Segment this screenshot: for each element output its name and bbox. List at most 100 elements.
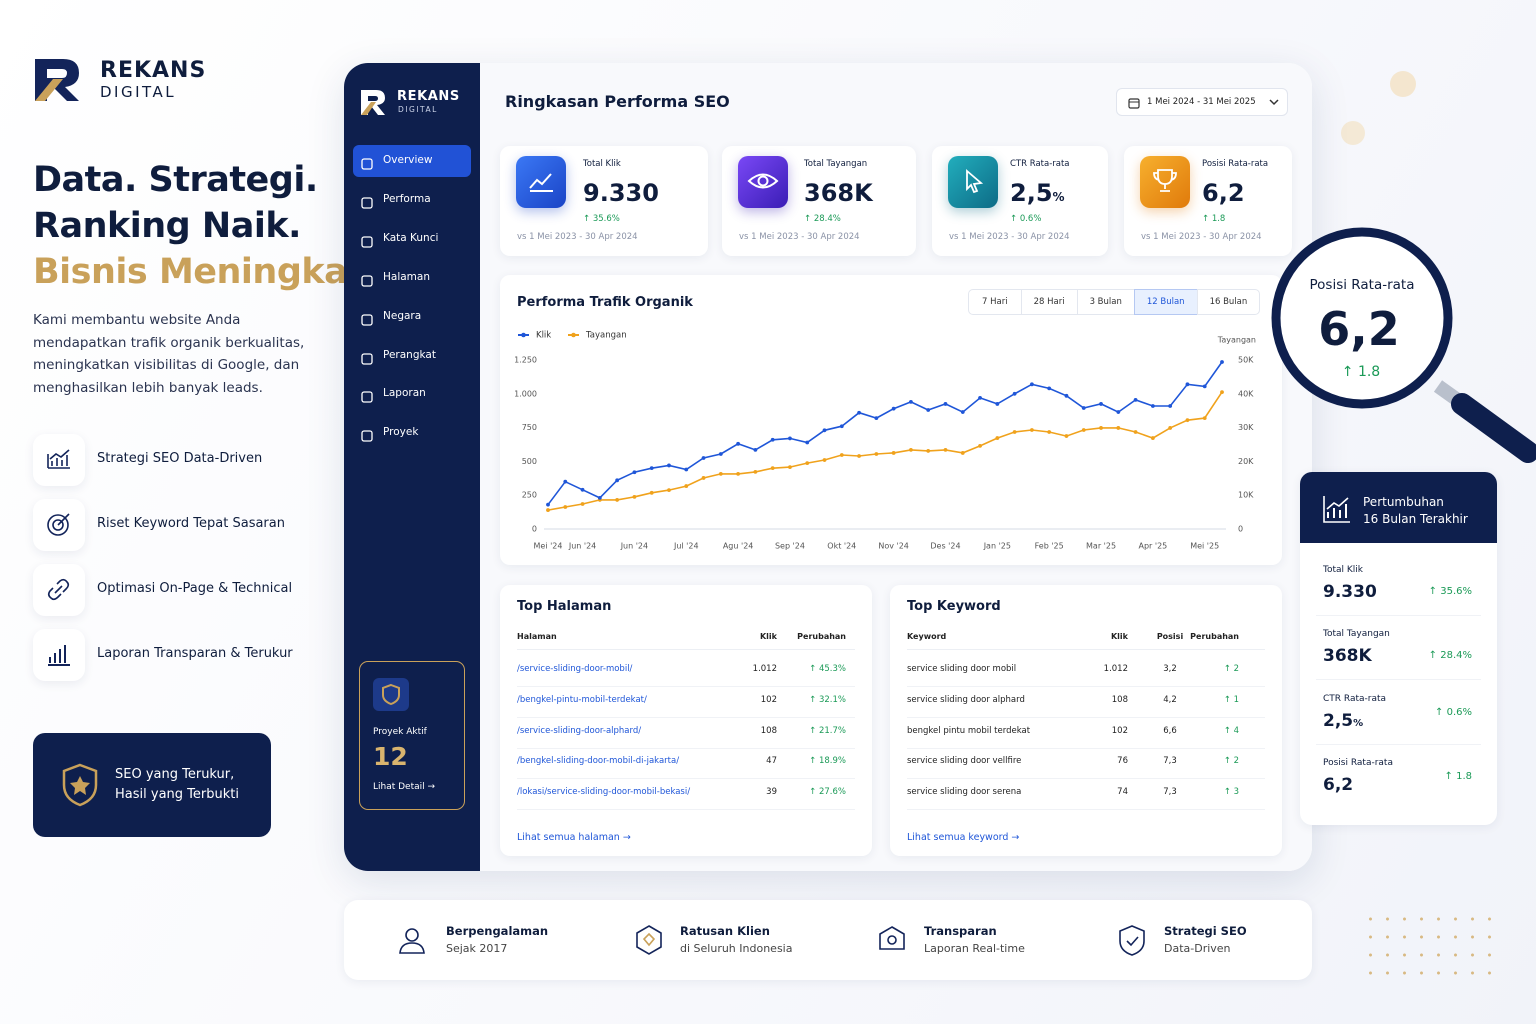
series-point [1185,382,1190,387]
page-link: /lokasi/service-sliding-door-mobil-bekas… [517,787,691,798]
feature-text: Optimasi On-Page & Technical [97,581,293,596]
table-cell: ↑ 18.9% [809,756,846,767]
badge-line: SEO yang Terukur, [115,767,235,782]
table-cell: ↑ 32.1% [809,694,846,705]
menu-item[interactable]: Overview [383,154,433,166]
menu-item[interactable]: Halaman [383,271,430,283]
y-tick-label: 250 [522,491,537,500]
table-cell: 4,2 [1163,694,1177,705]
legend-dot [571,332,576,338]
top-keywords-panel: Top Keyword Keyword Klik Posisi Perubahan ser… [890,585,1282,856]
kpi-change: ↑ 0.6% [1010,214,1042,224]
feature-text: Riset Keyword Tepat Sasaran [97,516,285,531]
range-tab[interactable]: 7 Hari [968,289,1022,315]
range-tab[interactable]: 12 Bulan [1133,289,1198,315]
y-tick-label: 750 [522,423,537,432]
table-link[interactable]: Lihat semua keyword → [907,832,1020,843]
growth-change: ↑ 1.8 [1444,770,1472,782]
growth-icon [1323,496,1350,523]
footer-title: Transparan [924,924,997,938]
series-point [649,466,654,471]
series-point [563,505,568,509]
growth-card: Pertumbuhan 16 Bulan Terakhir Total Klik… [1300,472,1497,825]
range-tab[interactable]: 16 Bulan [1196,289,1261,315]
growth-value: 2,5% [1323,711,1363,731]
series-point [1064,393,1069,398]
x-tick-label: Mei '25 [1190,542,1219,551]
traffic-title: Performa Trafik Organik [517,295,693,310]
menu-icon [361,350,373,365]
decor-dot [1341,121,1365,145]
footer-sub: Laporan Real-time [924,942,1025,955]
footer-icon [633,924,665,956]
series-point [546,502,550,507]
menu-item[interactable]: Perangkat [383,349,436,361]
legend-dot [521,332,526,338]
x-tick-label: Sep '24 [775,542,805,551]
series-point [1220,390,1224,395]
table-cell: ↑ 3 [1223,787,1239,798]
kpi-value-unit: % [1052,190,1065,204]
y2-tick-label: 20K [1238,457,1254,466]
line-chart: 0 250 500 750 1.000 1.250 0 10K 20K 30K 40K 50K Taya… [514,331,1256,551]
growth-value-number: 9.330 [1323,582,1377,602]
menu-item[interactable]: Negara [383,310,422,322]
table-rule [907,686,1265,687]
menu-icon [361,194,373,209]
range-tab[interactable]: 3 Bulan [1076,289,1135,315]
footer-strip: Berpengalaman Sejak 2017 Ratusan Klien di S… [344,900,1312,980]
growth-label: Total Klik [1323,565,1363,575]
growth-value: 6,2 [1323,775,1353,795]
series-point [943,402,948,406]
footer-title: Ratusan Klien [680,924,770,938]
hero-description: Kami membantu website Anda mendapatkan t… [33,312,305,396]
table-cell: 108 [760,725,777,736]
date-picker[interactable]: 1 Mei 2024 - 31 Mei 2025 [1116,88,1288,116]
series-point [1047,386,1052,391]
table-cell: 76 [1117,756,1128,767]
project-value: 12 [373,742,408,771]
project-link[interactable]: Lihat Detail → [373,782,436,792]
series-point [960,410,965,414]
legend-label: Tayangan [585,331,627,341]
series-line [547,361,1223,506]
series-point [580,502,585,506]
kpi-icon [738,156,788,208]
kpi-change: ↑ 1.8 [1202,214,1226,224]
series-point [736,472,741,476]
range-tab[interactable]: 28 Hari [1020,289,1078,315]
table-rule [907,778,1265,780]
table-link[interactable]: Lihat semua halaman → [517,832,631,843]
kpi-value: 2,5% [1010,179,1065,207]
menu-item[interactable]: Proyek [383,426,419,438]
menu-item[interactable]: Laporan [383,387,426,399]
series-point [684,467,689,472]
table-cell: ↑ 45.3% [809,664,846,674]
table-rule [517,778,855,780]
table-cell: 102 [760,694,777,705]
kpi-card: CTR Rata-rata 2,5% ↑ 0.6% vs 1 Mei 2023 - 3… [932,146,1108,256]
hero-line: Ranking Naik. [33,206,301,246]
menu-icon [361,233,373,248]
menu-icon [361,311,373,326]
kpi-value: 9.330 [583,179,659,207]
x-tick-label: Mei '24 [534,542,563,551]
table-rule [517,809,855,811]
growth-value-number: 2,5 [1323,710,1354,731]
menu-item[interactable]: Kata Kunci [383,232,439,244]
feature-icon [33,434,85,486]
table-cell: 3,2 [1163,664,1177,674]
y2-tick-label: 30K [1238,423,1254,432]
hero-highlight: Bisnis Meningkat. [33,252,377,292]
badge-text: SEO yang Terukur, Hasil yang Terbukti [115,765,239,805]
series-point [839,453,844,457]
growth-title: Pertumbuhan 16 Bulan Terakhir [1363,494,1468,528]
kpi-card: Total Tayangan 368K ↑ 28.4% vs 1 Mei 2023 -… [722,146,916,256]
top-pages-panel: Top Halaman Halaman Klik Perubahan/service-… [500,585,872,856]
growth-value: 9.330 [1323,582,1377,602]
series-point [1012,430,1017,434]
series-point [1202,416,1207,421]
menu-item[interactable]: Performa [383,193,431,205]
x-tick-label: Okt '24 [827,542,856,551]
